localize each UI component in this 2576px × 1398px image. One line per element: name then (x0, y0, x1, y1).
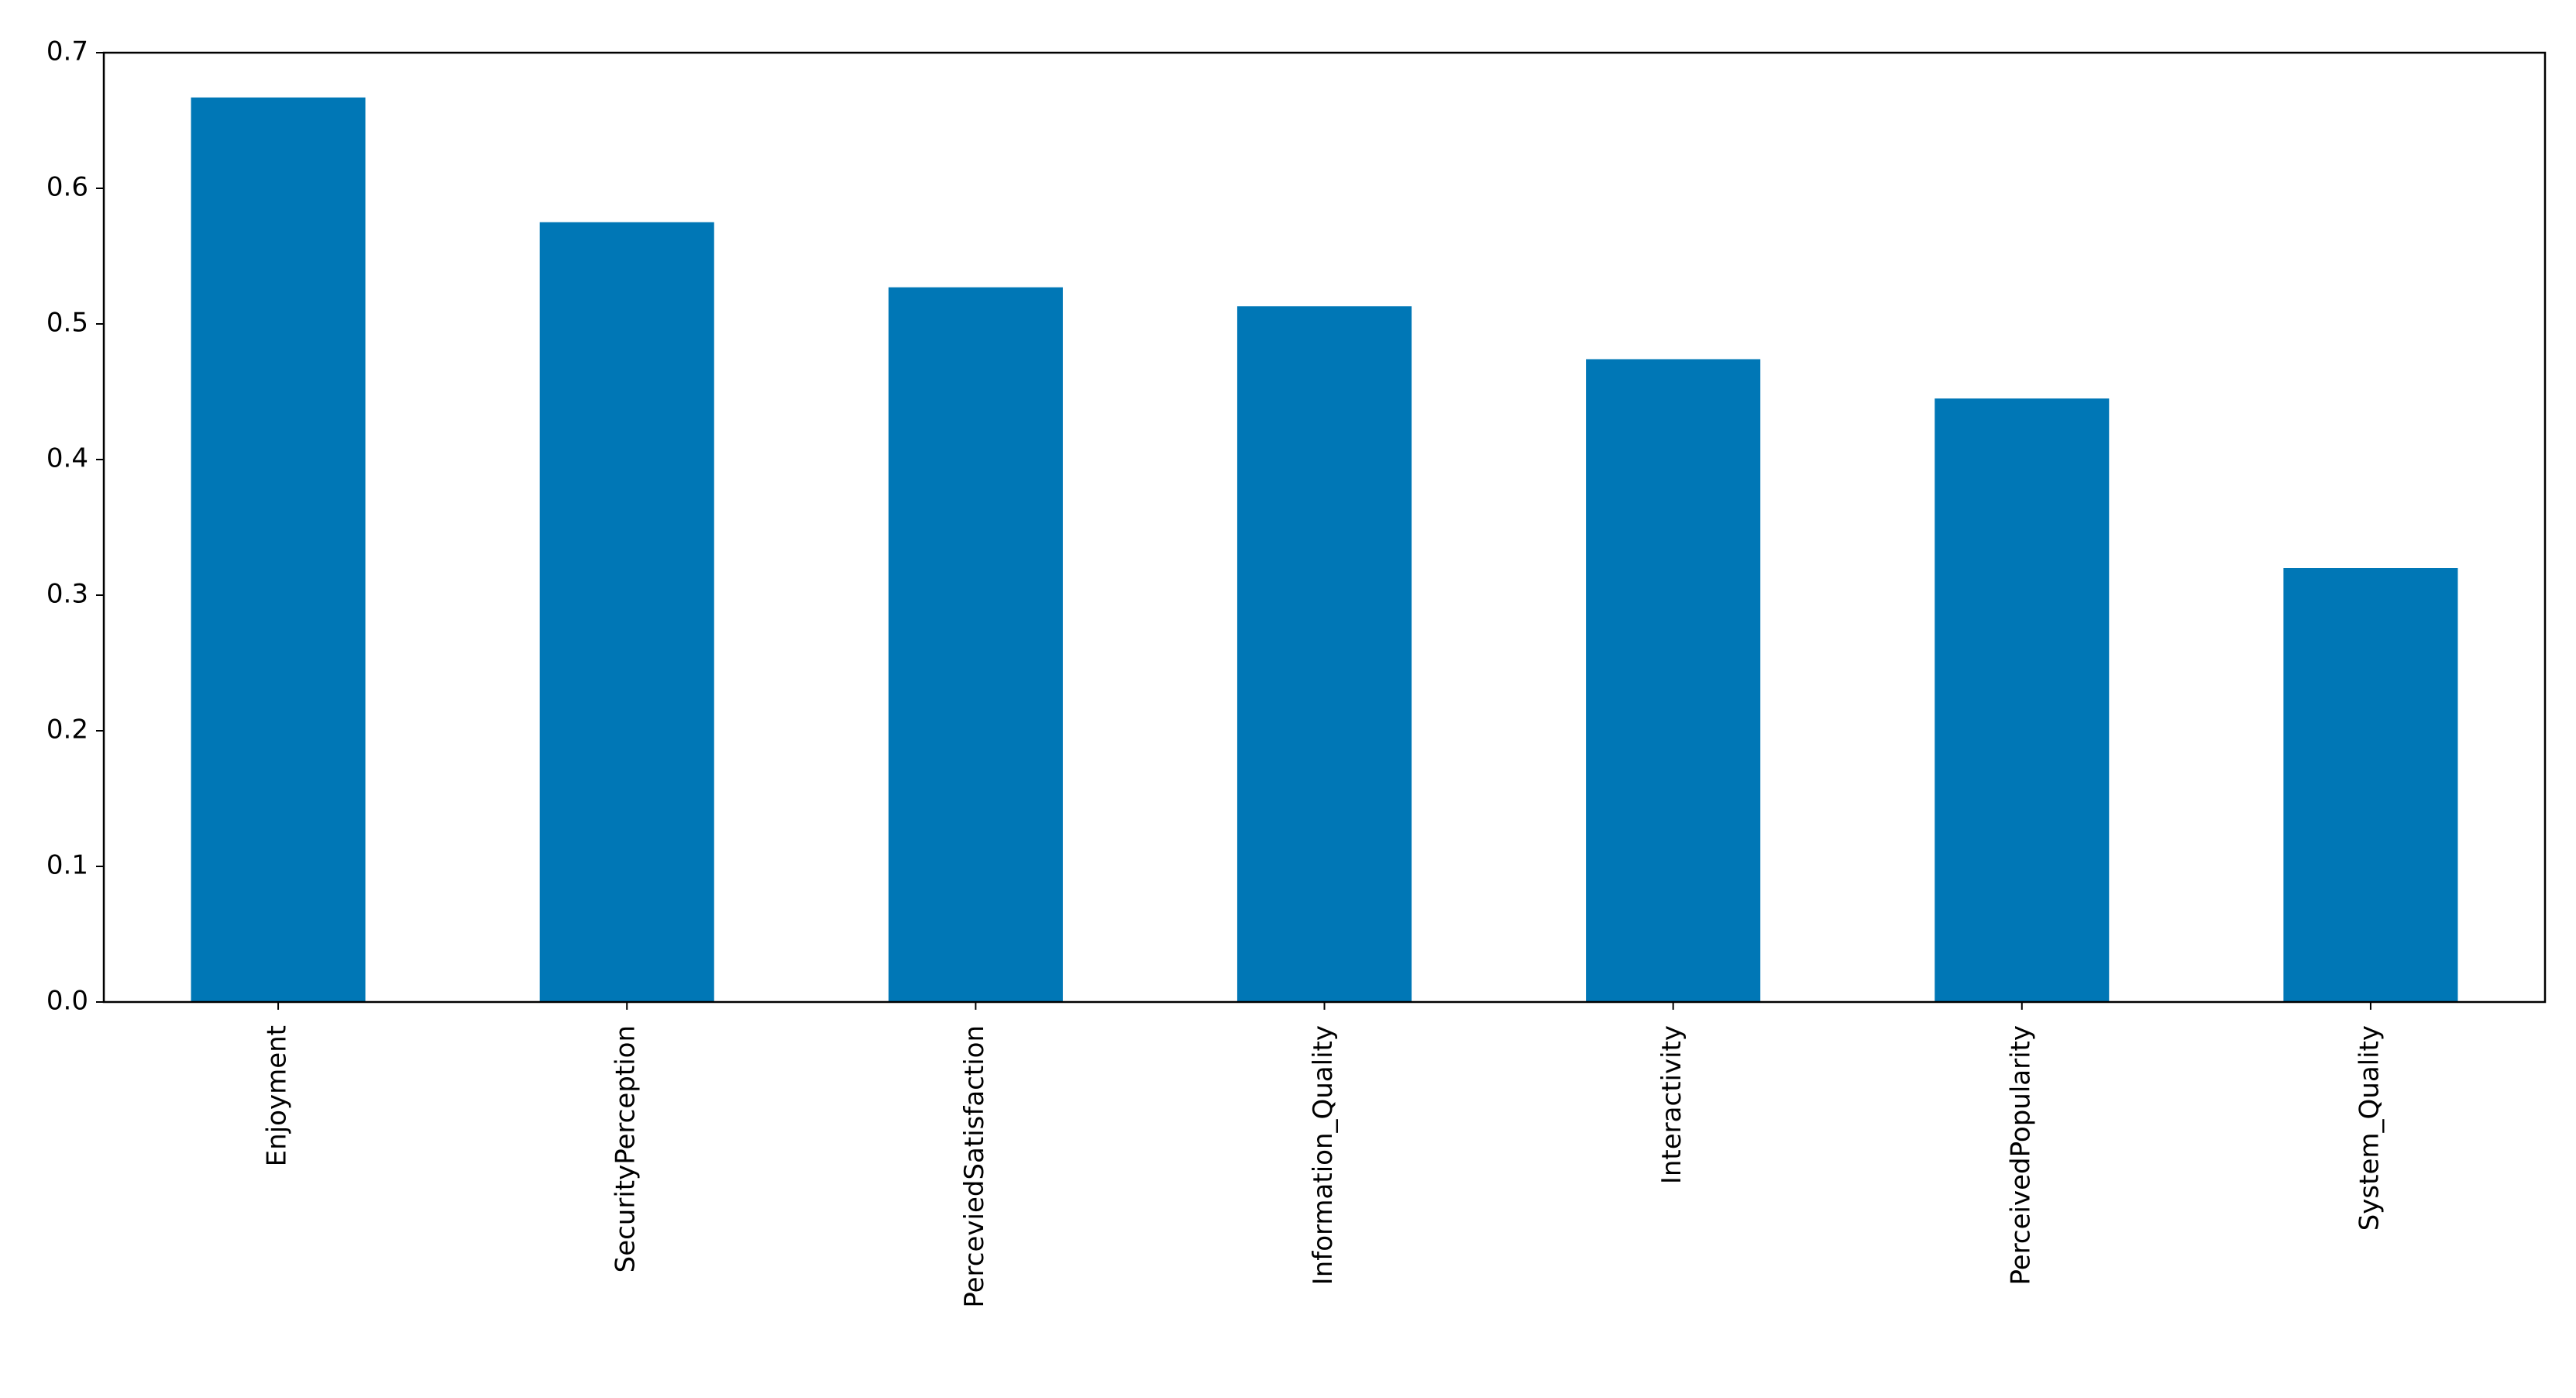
axes-frame (102, 51, 2547, 1004)
x-tick-label: SecurityPerception (610, 1025, 641, 1272)
bar (1236, 306, 1412, 1002)
y-tick-label: 0.2 (46, 714, 88, 745)
y-tick-label: 0.3 (46, 579, 88, 610)
x-tick-label: PerceivedPopularity (2005, 1025, 2036, 1286)
y-tick-label: 0.5 (46, 308, 88, 339)
plot-area: 0.0 0.1 0.2 0.3 0.4 0.5 0.6 0.7 Enjoyment Securit… (46, 36, 2458, 1308)
bar (539, 222, 714, 1002)
x-tick-label: Information_Quality (1308, 1025, 1339, 1285)
x-tick-label: PerceviedSatisfaction (959, 1025, 990, 1308)
y-tick-label: 0.4 (46, 443, 88, 474)
y-tick-label: 0.0 (46, 986, 88, 1017)
y-tick-label: 0.7 (46, 36, 88, 67)
bar (1586, 359, 1761, 1002)
y-tick-label: 0.6 (46, 172, 88, 203)
x-tick-label: Interactivity (1656, 1025, 1687, 1184)
bar (1935, 398, 2110, 1002)
bar (888, 287, 1063, 1002)
y-tick-label: 0.1 (46, 850, 88, 881)
bar (191, 97, 366, 1002)
bar (2283, 568, 2458, 1002)
x-tick-label: Enjoyment (262, 1025, 293, 1166)
x-tick-label: System_Quality (2354, 1025, 2385, 1231)
